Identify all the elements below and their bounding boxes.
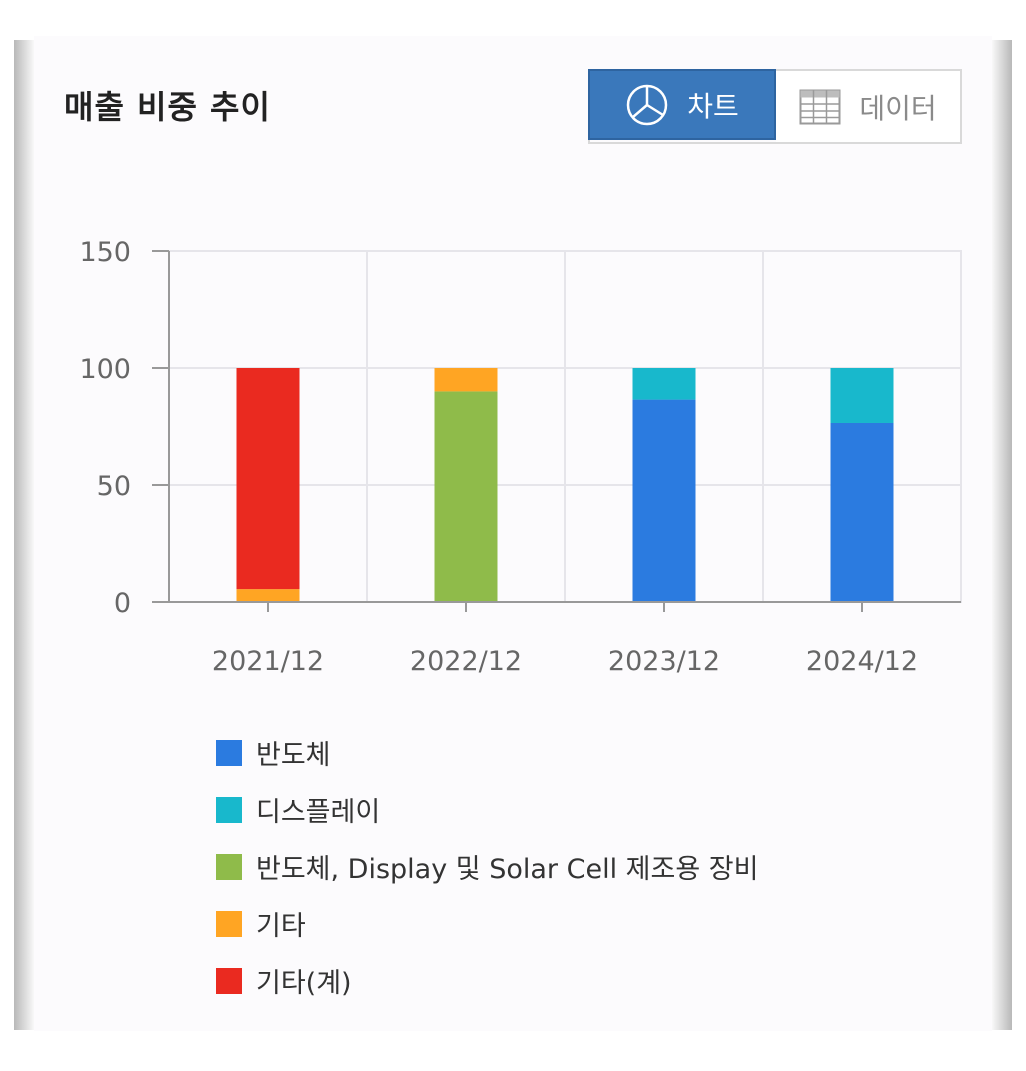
chart-view-label: 차트	[687, 89, 739, 123]
bar-segment	[632, 399, 696, 602]
bar-segment	[236, 368, 300, 590]
bar-segment	[236, 589, 300, 602]
legend-label: 기타(계)	[256, 968, 352, 999]
legend-item[interactable]: 기타(계)	[216, 952, 758, 1009]
bar-segment	[632, 368, 696, 400]
x-tick-label: 2022/12	[410, 646, 522, 677]
bar-segment	[434, 368, 498, 392]
table-grid-icon	[799, 89, 841, 124]
right-edge-shadow	[990, 40, 1012, 1030]
left-edge-shadow	[14, 40, 36, 1030]
legend-swatch	[216, 910, 242, 937]
legend-item[interactable]: 반도체	[216, 724, 758, 781]
x-tick-label: 2021/12	[212, 646, 324, 677]
chart-view-button[interactable]: 차트	[588, 69, 776, 140]
data-view-label: 데이터	[859, 91, 937, 125]
x-tick-label: 2023/12	[608, 646, 720, 677]
bar-segment	[830, 368, 894, 423]
page-title: 매출 비중 추이	[64, 88, 271, 126]
x-tick-label: 2024/12	[806, 646, 918, 677]
y-tick-label: 50	[97, 471, 131, 502]
legend-swatch	[216, 853, 242, 880]
legend-label: 반도체, Display 및 Solar Cell 제조용 장비	[256, 854, 759, 885]
legend-item[interactable]: 디스플레이	[216, 781, 758, 838]
y-tick-label: 0	[114, 588, 131, 619]
legend-label: 반도체	[256, 740, 331, 771]
stacked-bar-chart: 0 50 100 150 2021/12 2022/12 2023/12 2024/12	[79, 237, 962, 677]
legend-item[interactable]: 기타	[216, 895, 758, 952]
bar-segment	[830, 422, 894, 602]
legend-swatch	[216, 796, 242, 823]
legend-label: 디스플레이	[256, 797, 381, 828]
legend-label: 기타	[256, 911, 306, 942]
y-tick-label: 150	[79, 237, 131, 268]
legend-swatch	[216, 967, 242, 994]
legend-item[interactable]: 반도체, Display 및 Solar Cell 제조용 장비	[216, 838, 758, 895]
bar-segment	[434, 391, 498, 602]
y-tick-label: 100	[79, 354, 131, 385]
data-view-button[interactable]: 데이터	[776, 71, 960, 142]
pie-chart-icon	[626, 84, 668, 125]
view-toggle: 차트 데이터	[588, 69, 962, 144]
legend-swatch	[216, 739, 242, 766]
